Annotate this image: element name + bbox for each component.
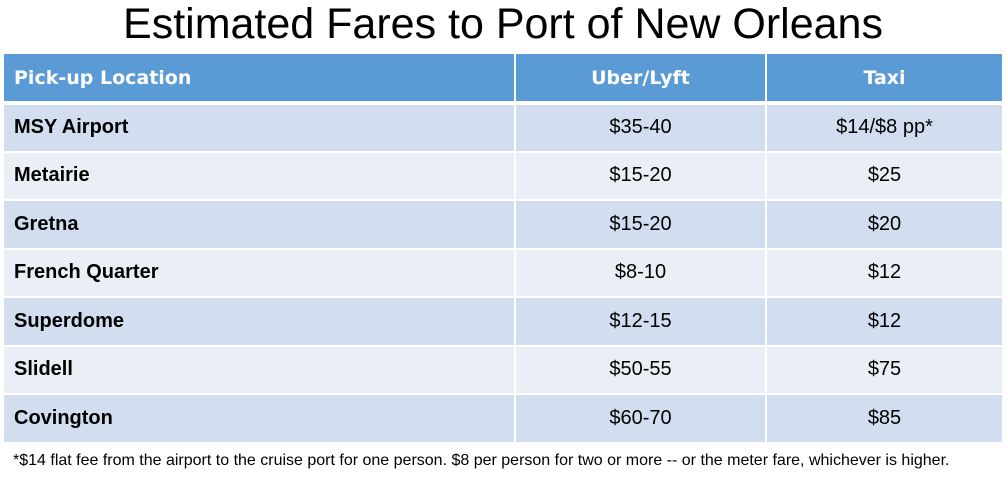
cell-location: Covington [4,394,516,444]
cell-location: Slidell [4,345,516,395]
table-row: Slidell $50-55 $75 [4,345,1002,395]
cell-taxi: $85 [766,394,1002,444]
column-header-pickup-location: Pick-up Location [4,54,516,105]
cell-location: MSY Airport [4,103,516,153]
cell-uber-lyft: $8-10 [515,248,767,298]
cell-taxi: $20 [766,200,1002,250]
table-row: Metairie $15-20 $25 [4,151,1002,201]
cell-uber-lyft: $50-55 [515,345,767,395]
cell-uber-lyft: $15-20 [515,200,767,250]
cell-uber-lyft: $60-70 [515,394,767,444]
table-row: French Quarter $8-10 $12 [4,248,1002,298]
table-row: Covington $60-70 $85 [4,394,1002,444]
cell-taxi: $14/$8 pp* [766,103,1002,153]
cell-taxi: $12 [766,297,1002,347]
cell-taxi: $12 [766,248,1002,298]
cell-location: Gretna [4,200,516,250]
page-title: Estimated Fares to Port of New Orleans [123,0,883,48]
cell-location: Metairie [4,151,516,201]
cell-taxi: $25 [766,151,1002,201]
table-row: Gretna $15-20 $20 [4,200,1002,250]
column-header-uber-lyft: Uber/Lyft [515,54,767,105]
cell-uber-lyft: $35-40 [515,103,767,153]
column-header-taxi: Taxi [766,54,1002,105]
cell-uber-lyft: $15-20 [515,151,767,201]
footnote: *$14 flat fee from the airport to the cr… [13,452,950,469]
table-row: Superdome $12-15 $12 [4,297,1002,347]
cell-location: Superdome [4,297,516,347]
fares-table: Pick-up Location Uber/Lyft Taxi MSY Airp… [4,54,1002,444]
cell-location: French Quarter [4,248,516,298]
table-header-row: Pick-up Location Uber/Lyft Taxi [4,54,1002,105]
cell-uber-lyft: $12-15 [515,297,767,347]
table-row: MSY Airport $35-40 $14/$8 pp* [4,103,1002,153]
cell-taxi: $75 [766,345,1002,395]
